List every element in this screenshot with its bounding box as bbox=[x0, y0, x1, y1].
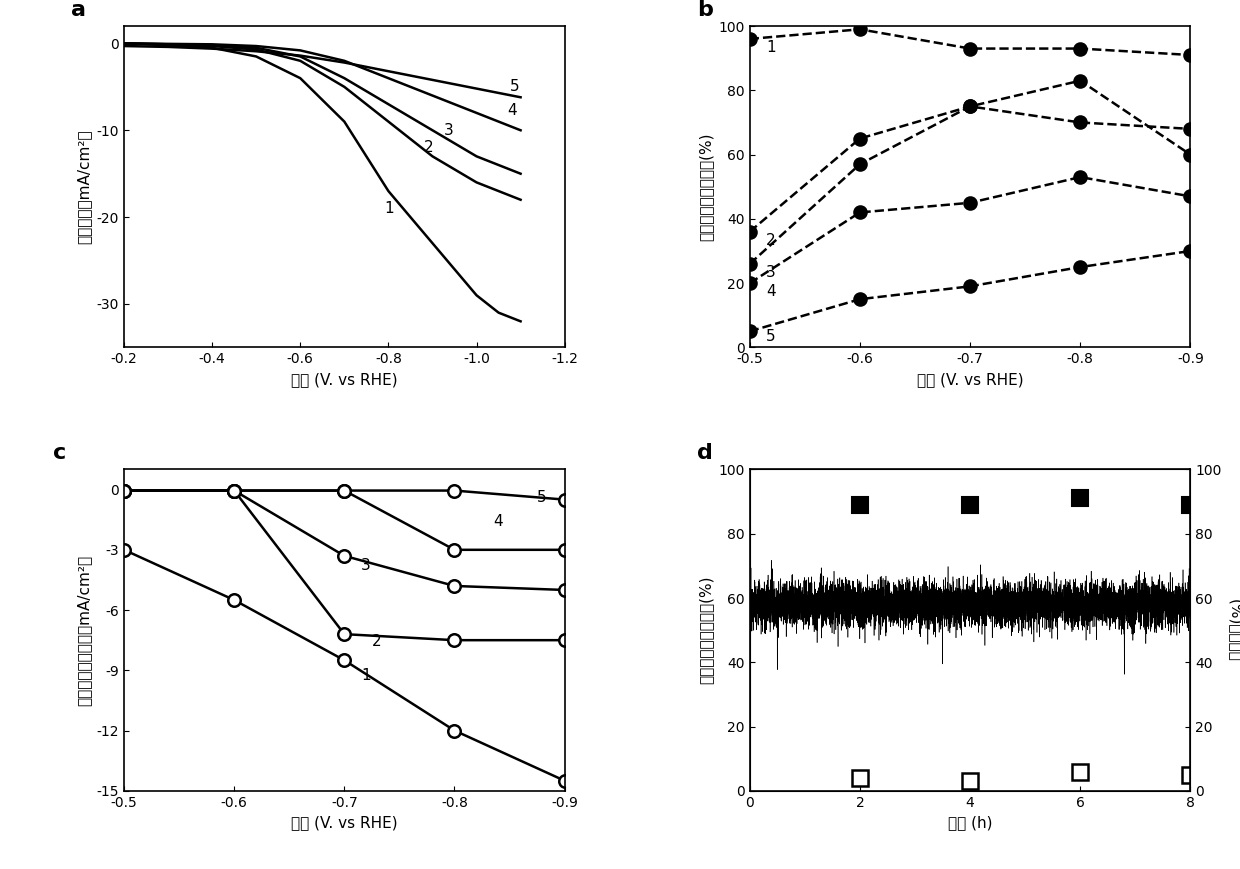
Text: 3: 3 bbox=[361, 558, 371, 573]
Text: 2: 2 bbox=[424, 140, 433, 155]
Text: 4: 4 bbox=[494, 514, 502, 528]
Text: b: b bbox=[697, 0, 713, 20]
Y-axis label: 一氧化碳法拉第效率(%): 一氧化碳法拉第效率(%) bbox=[698, 576, 713, 685]
X-axis label: 电压 (V. vs RHE): 电压 (V. vs RHE) bbox=[916, 372, 1023, 387]
Text: 1: 1 bbox=[361, 668, 371, 683]
Text: 5: 5 bbox=[537, 489, 547, 505]
Text: 3: 3 bbox=[444, 123, 454, 137]
Text: d: d bbox=[697, 443, 713, 463]
Y-axis label: 电流密度（mA/cm²）: 电流密度（mA/cm²） bbox=[76, 129, 91, 244]
Y-axis label: (%)电流效率: (%)电流效率 bbox=[1228, 599, 1240, 661]
Text: 1: 1 bbox=[766, 40, 776, 55]
X-axis label: 电压 (V. vs RHE): 电压 (V. vs RHE) bbox=[291, 815, 398, 830]
Text: 5: 5 bbox=[510, 79, 520, 94]
Text: 5: 5 bbox=[766, 329, 776, 344]
Y-axis label: 一氧化碳电流电领（mA/cm²）: 一氧化碳电流电领（mA/cm²） bbox=[76, 554, 91, 706]
Text: 1: 1 bbox=[384, 201, 393, 216]
Text: 4: 4 bbox=[766, 284, 776, 299]
Text: 3: 3 bbox=[766, 265, 776, 280]
X-axis label: 时间 (h): 时间 (h) bbox=[947, 815, 992, 830]
Y-axis label: 一氧化碳法拉第效率(%): 一氧化碳法拉第效率(%) bbox=[698, 132, 713, 241]
Text: 4: 4 bbox=[507, 103, 517, 117]
Text: 2: 2 bbox=[372, 634, 382, 649]
Text: 2: 2 bbox=[766, 233, 776, 248]
X-axis label: 电压 (V. vs RHE): 电压 (V. vs RHE) bbox=[291, 372, 398, 387]
Text: a: a bbox=[71, 0, 86, 20]
Text: c: c bbox=[53, 443, 67, 463]
